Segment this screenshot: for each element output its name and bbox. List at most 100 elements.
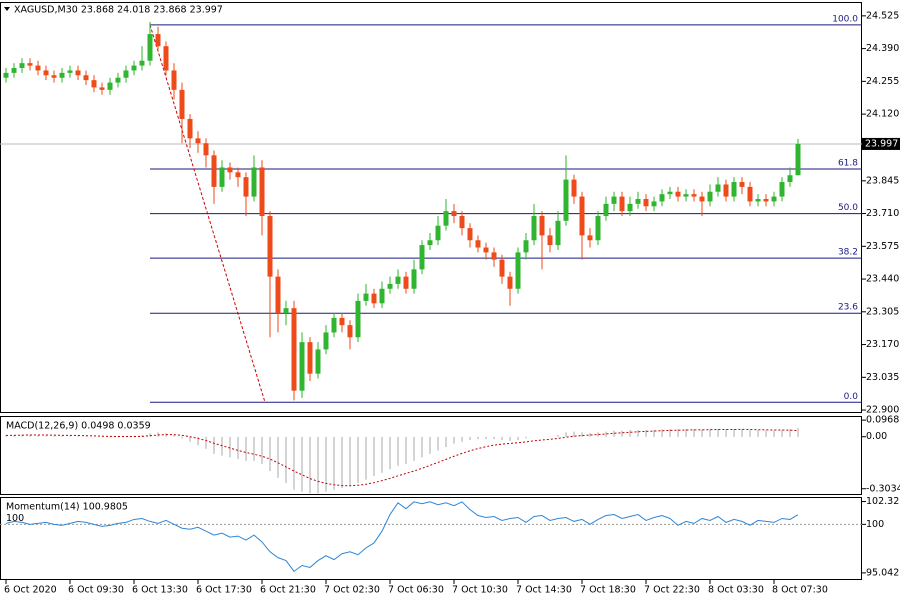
fib-label: 23.6 — [838, 303, 858, 313]
candle-body — [467, 228, 473, 241]
candle-body — [187, 118, 193, 139]
candle-body — [171, 70, 177, 90]
candle-body — [587, 235, 593, 241]
candle-body — [211, 155, 217, 187]
candle-body — [235, 172, 241, 178]
fib-label: 61.8 — [838, 159, 858, 169]
candle-body — [491, 252, 497, 260]
candle-body — [619, 196, 625, 212]
candle-body — [539, 215, 545, 236]
candle-body — [67, 70, 73, 73]
candle-body — [43, 70, 49, 76]
macd-panel — [0, 416, 862, 495]
candle-body — [427, 240, 433, 246]
candle-body — [443, 211, 449, 226]
candle-body — [555, 220, 561, 246]
candle-body — [51, 75, 57, 78]
candle-body — [299, 342, 305, 391]
candle-body — [123, 70, 129, 78]
candle-body — [731, 182, 737, 197]
candle-body — [19, 63, 25, 69]
candle-body — [739, 182, 745, 187]
candle-body — [643, 199, 649, 207]
fib-trend — [149, 24, 266, 403]
candle-body — [131, 65, 137, 71]
candle-body — [99, 87, 105, 90]
candle-body — [795, 143, 801, 176]
y-tick-label: -0.3034 — [866, 483, 900, 494]
signal-line — [6, 428, 799, 487]
candle-body — [627, 203, 633, 212]
candle-body — [779, 182, 785, 197]
last-price-label: 23.997 — [865, 138, 898, 149]
candle-body — [459, 215, 465, 229]
candle-body — [275, 276, 281, 314]
x-tick-label: 7 Oct 18:30 — [580, 585, 636, 596]
candle-body — [651, 201, 657, 207]
macd-title: MACD(12,26,9) 0.0498 0.0359 — [6, 421, 151, 432]
candle-body — [243, 177, 249, 197]
candle-body — [755, 199, 761, 202]
x-tick-label: 6 Oct 09:30 — [68, 585, 124, 596]
candle-body — [59, 72, 65, 78]
y-tick-label: 23.845 — [866, 175, 899, 186]
momentum-panel — [0, 497, 862, 580]
fib-label: 50.0 — [838, 203, 858, 213]
y-tick-label: 23.710 — [866, 208, 899, 219]
candle-body — [771, 196, 777, 202]
menu-arrow[interactable] — [4, 7, 10, 11]
candle-body — [155, 34, 161, 47]
candle-body — [307, 342, 313, 374]
y-tick-label: 0.00 — [866, 431, 887, 442]
momentum-line — [5, 501, 799, 573]
candle-body — [451, 211, 457, 216]
candle-body — [483, 247, 489, 253]
candle-body — [11, 68, 17, 73]
candle-body — [75, 70, 81, 76]
candle-body — [91, 80, 97, 88]
candle-body — [715, 184, 721, 192]
level-label: 100 — [6, 513, 24, 524]
candle-body — [395, 276, 401, 284]
candle-body — [499, 259, 505, 277]
y-tick-label: 102.3256 — [866, 496, 900, 507]
candle-body — [35, 65, 41, 71]
y-tick-label: 22.900 — [866, 405, 899, 416]
candle-body — [27, 63, 33, 66]
candle-body — [283, 308, 289, 314]
y-tick-label: 24.255 — [866, 76, 899, 87]
candle-body — [339, 317, 345, 326]
candle-body — [291, 308, 297, 391]
candle-body — [411, 269, 417, 289]
x-tick-label: 7 Oct 06:30 — [388, 585, 444, 596]
y-tick-label: 0.0968 — [866, 415, 899, 426]
candle-body — [723, 184, 729, 197]
y-tick-label: 23.440 — [866, 274, 899, 285]
candle-body — [787, 175, 793, 183]
candle-body — [139, 60, 145, 66]
main-panel — [0, 2, 862, 413]
y-tick-label: 24.525 — [866, 10, 899, 21]
candle-body — [371, 293, 377, 304]
candle-body — [659, 194, 665, 202]
candle-body — [163, 46, 169, 71]
candle-body — [579, 196, 585, 236]
y-tick-label: 100 — [866, 519, 884, 530]
candle-body — [667, 191, 673, 195]
candle-body — [179, 89, 185, 119]
candle-body — [747, 186, 753, 202]
candle-body — [515, 252, 521, 289]
candle-body — [323, 332, 329, 350]
candle-body — [3, 72, 9, 78]
fib-label: 0.0 — [844, 392, 859, 402]
candle-body — [707, 191, 713, 202]
x-tick-label: 6 Oct 13:30 — [132, 585, 188, 596]
candle-body — [403, 276, 409, 289]
candle-body — [571, 179, 577, 197]
x-tick-label: 6 Oct 2020 — [4, 585, 57, 596]
candle-body — [523, 240, 529, 253]
